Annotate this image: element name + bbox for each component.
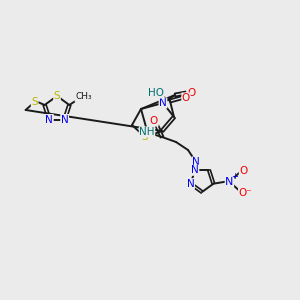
Text: O: O [182, 93, 190, 103]
Text: O⁻: O⁻ [238, 188, 252, 198]
Text: S: S [31, 97, 38, 107]
Text: N: N [159, 98, 167, 108]
Text: N: N [46, 115, 53, 124]
Text: +: + [231, 172, 238, 181]
Text: N: N [192, 157, 200, 167]
Text: S: S [142, 132, 148, 142]
Text: CH₃: CH₃ [75, 92, 92, 101]
Text: NH: NH [139, 127, 155, 137]
Text: O: O [150, 116, 158, 126]
Text: N: N [191, 165, 199, 175]
Text: S: S [54, 91, 60, 101]
Text: O: O [187, 88, 195, 98]
Text: N: N [61, 115, 68, 124]
Text: N: N [187, 179, 194, 189]
Text: N: N [225, 177, 234, 187]
Text: O: O [239, 166, 247, 176]
Text: HO: HO [148, 88, 164, 98]
